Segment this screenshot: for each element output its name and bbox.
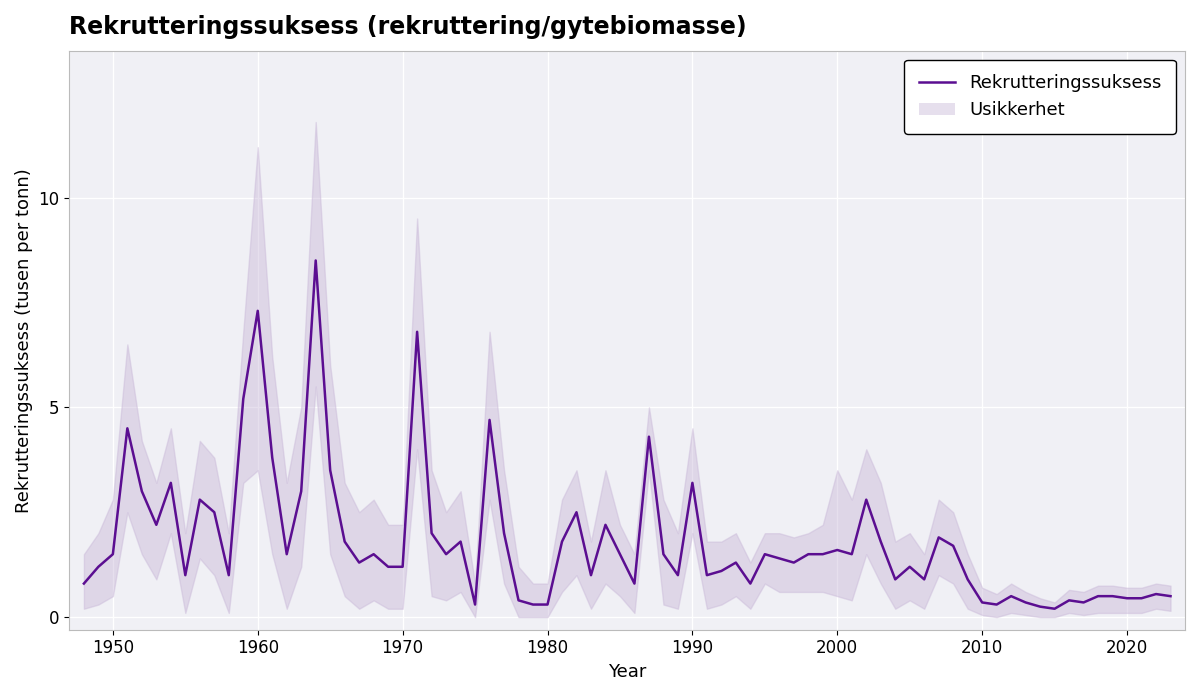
Legend: Rekrutteringssuksess, Usikkerhet: Rekrutteringssuksess, Usikkerhet bbox=[904, 60, 1176, 134]
Rekrutteringssuksess bbox=[468, 601, 482, 609]
Line: Rekrutteringssuksess: Rekrutteringssuksess bbox=[84, 260, 1170, 609]
Rekrutteringssuksess bbox=[787, 558, 802, 567]
Rekrutteringssuksess bbox=[308, 256, 323, 264]
Rekrutteringssuksess bbox=[960, 575, 974, 583]
Rekrutteringssuksess bbox=[1163, 592, 1177, 601]
Rekrutteringssuksess bbox=[656, 550, 671, 558]
Y-axis label: Rekrutteringssuksess (tusen per tonn): Rekrutteringssuksess (tusen per tonn) bbox=[16, 168, 34, 512]
Rekrutteringssuksess bbox=[178, 571, 192, 579]
Rekrutteringssuksess bbox=[1048, 605, 1062, 613]
Rekrutteringssuksess bbox=[816, 550, 830, 558]
Text: Rekrutteringssuksess (rekruttering/gytebiomasse): Rekrutteringssuksess (rekruttering/gyteb… bbox=[70, 15, 748, 39]
X-axis label: Year: Year bbox=[608, 663, 647, 681]
Rekrutteringssuksess bbox=[77, 579, 91, 587]
